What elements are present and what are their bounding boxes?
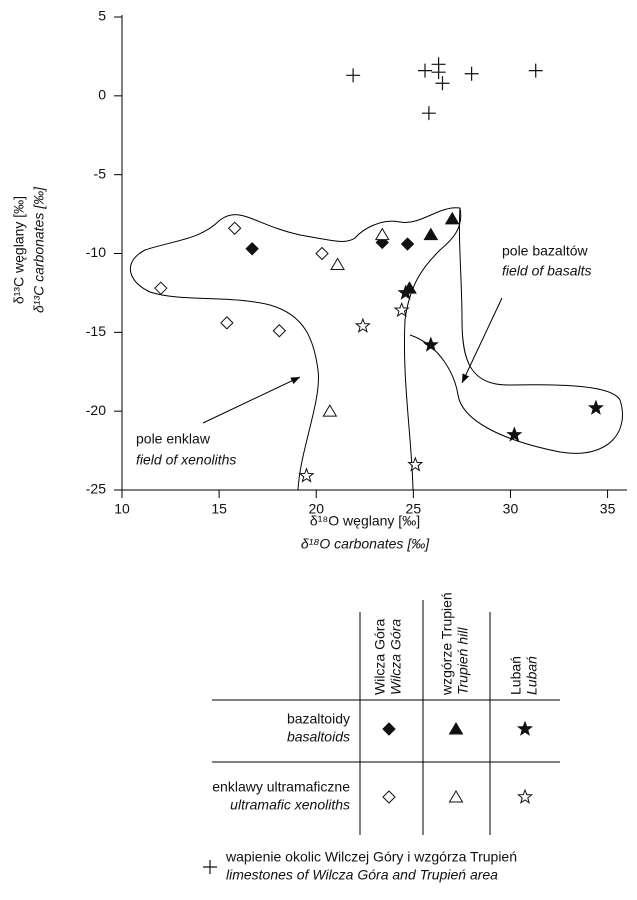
x-axis-label: δ¹⁸O węglany [‰] <box>310 513 420 529</box>
point <box>322 404 338 417</box>
legend-row-label: enklawy ultramaficzne <box>212 779 350 795</box>
y-tick-label: -25 <box>86 481 106 497</box>
legend-symbol <box>516 720 534 736</box>
point <box>272 324 287 338</box>
legend-column-label: wzgórze Trupień <box>439 592 455 696</box>
annotation: pole bazaltów <box>502 243 589 259</box>
point <box>528 63 543 78</box>
annotation: pole enklaw <box>136 431 211 447</box>
y-tick-label: 0 <box>98 87 106 103</box>
legend-table <box>212 600 560 835</box>
y-tick-label: -15 <box>86 323 106 339</box>
x-axis-label: δ¹⁸O carbonates [‰] <box>301 536 430 552</box>
legend-column-label: Lubań <box>508 656 524 695</box>
point <box>354 317 371 333</box>
y-tick-label: -10 <box>86 244 106 260</box>
x-tick-label: 15 <box>211 501 227 517</box>
x-tick-label: 20 <box>308 501 324 517</box>
point <box>464 66 479 81</box>
legend-symbol <box>448 790 464 803</box>
legend-column-label: Wilcza Góra <box>388 619 404 695</box>
legend-column-label: Wilcza Góra <box>372 619 388 695</box>
y-tick-label: 5 <box>98 8 106 24</box>
legend-column-label: Trupień hill <box>455 627 471 695</box>
x-tick-label: 25 <box>406 501 422 517</box>
y-axis-label: δ¹³C węglany [‰] <box>11 196 27 304</box>
point <box>374 227 390 241</box>
xenolith-field-outline <box>129 207 462 491</box>
legend-note: wapienie okolic Wilczej Góry i wzgórza T… <box>225 849 517 865</box>
point <box>346 68 361 83</box>
legend-row-label: basaltoids <box>287 729 350 745</box>
point <box>422 336 439 352</box>
point <box>245 242 259 256</box>
point <box>154 281 168 295</box>
x-tick-label: 35 <box>600 501 616 517</box>
annotation-arrow <box>202 376 301 424</box>
legend-symbol <box>516 788 534 804</box>
point <box>423 227 439 241</box>
point <box>421 106 436 121</box>
basalt-field-outline <box>409 207 623 454</box>
point <box>330 257 345 271</box>
point <box>431 65 446 80</box>
legend-symbol <box>382 790 396 804</box>
point <box>506 426 523 442</box>
point <box>400 237 415 251</box>
point <box>418 63 432 78</box>
legend-row-label: bazaltoidy <box>287 711 350 727</box>
point <box>397 284 414 300</box>
legend-symbol <box>448 722 464 735</box>
legend-row-label: ultramafic xenoliths <box>230 797 350 813</box>
x-tick-label: 30 <box>503 501 519 517</box>
point <box>435 76 450 91</box>
annotation-arrow <box>461 297 503 384</box>
y-axis-label: δ¹³C carbonates [‰] <box>31 186 47 313</box>
point <box>298 467 315 483</box>
y-tick-label: -20 <box>86 402 106 418</box>
point <box>393 301 410 318</box>
point <box>227 221 242 235</box>
annotation: field of basalts <box>502 263 592 279</box>
annotation: field of xenoliths <box>136 452 236 468</box>
point <box>444 211 460 225</box>
point <box>587 399 604 415</box>
legend-symbol <box>203 860 217 874</box>
point <box>375 235 389 250</box>
y-tick-label: -5 <box>94 165 107 181</box>
legend-note: limestones of Wilcza Góra and Trupień ar… <box>226 867 498 883</box>
legend-column-label: Lubań <box>524 656 540 695</box>
x-tick-label: 10 <box>114 501 130 517</box>
point <box>220 316 234 330</box>
legend-symbol <box>382 722 396 736</box>
point <box>407 456 424 472</box>
point <box>315 246 329 261</box>
